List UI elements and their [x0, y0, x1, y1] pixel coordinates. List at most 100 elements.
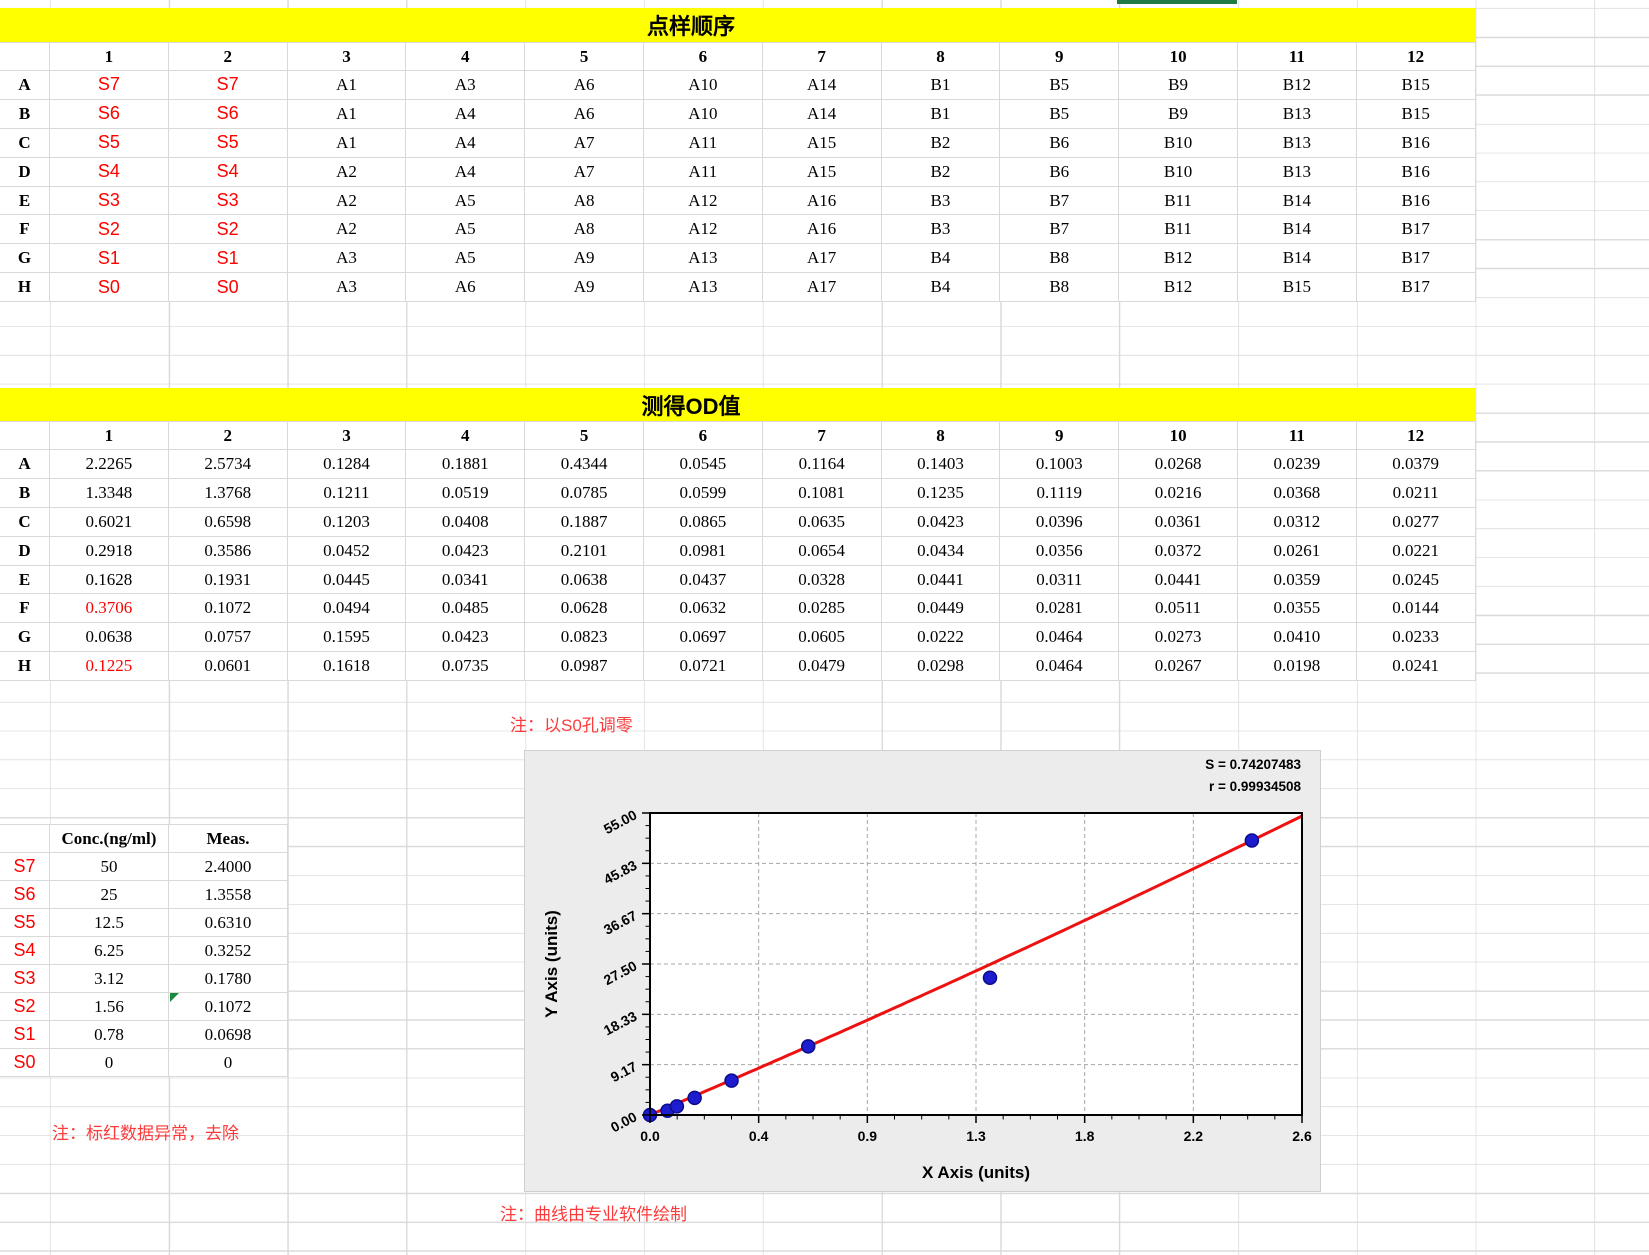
standard-meas-cell[interactable]: 0.1780 — [169, 965, 288, 993]
table-cell[interactable]: S1 — [168, 244, 288, 274]
table-cell[interactable]: 0.0441 — [881, 565, 1001, 595]
column-header[interactable]: 10 — [1119, 43, 1238, 71]
table-cell[interactable]: A1 — [287, 99, 407, 129]
table-cell[interactable]: A15 — [762, 157, 882, 187]
row-header[interactable]: G — [0, 244, 50, 274]
column-header[interactable]: 3 — [287, 422, 407, 450]
row-header[interactable]: H — [0, 273, 50, 303]
column-header[interactable]: 5 — [525, 43, 644, 71]
table-cell[interactable]: 0.0341 — [406, 565, 526, 595]
corner-cell[interactable] — [0, 422, 50, 450]
table-cell[interactable]: B16 — [1356, 128, 1476, 158]
table-cell[interactable]: A1 — [287, 128, 407, 158]
table-cell[interactable]: B2 — [881, 128, 1001, 158]
table-cell[interactable]: 0.0379 — [1356, 450, 1476, 479]
table-cell[interactable]: B4 — [881, 244, 1001, 274]
table-cell[interactable]: 0.0368 — [1237, 478, 1357, 508]
table-cell[interactable]: A1 — [287, 71, 407, 100]
table-cell[interactable]: B2 — [881, 157, 1001, 187]
table-cell[interactable]: 0.1628 — [50, 565, 169, 595]
table-cell[interactable]: B7 — [1000, 186, 1120, 216]
column-header[interactable]: 7 — [762, 43, 882, 71]
table-cell[interactable]: A3 — [287, 273, 407, 303]
table-cell[interactable]: 0.1003 — [1000, 450, 1120, 479]
table-cell[interactable]: 2.5734 — [168, 450, 288, 479]
table-cell[interactable]: 0.0635 — [762, 507, 882, 537]
row-header[interactable]: F — [0, 594, 50, 624]
standard-meas-cell[interactable]: 2.4000 — [169, 853, 288, 881]
table-cell[interactable]: B5 — [1000, 99, 1120, 129]
table-cell[interactable]: B15 — [1356, 71, 1476, 100]
table-cell[interactable]: 0.0735 — [406, 652, 526, 682]
standard-meas-cell[interactable]: 0.6310 — [169, 909, 288, 937]
table-cell[interactable]: 0.1887 — [525, 507, 644, 537]
table-cell[interactable]: 0.0485 — [406, 594, 526, 624]
table-cell[interactable]: 0.0372 — [1119, 536, 1238, 566]
table-cell[interactable]: A5 — [406, 244, 526, 274]
table-cell[interactable]: B13 — [1237, 99, 1357, 129]
column-header[interactable]: 8 — [881, 422, 1001, 450]
table-cell[interactable]: A6 — [525, 99, 644, 129]
table-cell[interactable]: A13 — [643, 273, 763, 303]
table-cell[interactable]: 1.3348 — [50, 478, 169, 508]
table-cell[interactable]: A14 — [762, 71, 882, 100]
table-cell[interactable]: 0.0464 — [1000, 623, 1120, 653]
table-cell[interactable]: A4 — [406, 99, 526, 129]
table-cell[interactable]: 0.1072 — [168, 594, 288, 624]
corner-cell[interactable] — [0, 825, 50, 853]
column-header[interactable]: 12 — [1356, 422, 1476, 450]
table-cell[interactable]: 0.0823 — [525, 623, 644, 653]
table-cell[interactable]: A7 — [525, 157, 644, 187]
table-cell[interactable]: S2 — [50, 215, 169, 245]
table-cell[interactable]: A11 — [643, 157, 763, 187]
standard-conc-cell[interactable]: 12.5 — [50, 909, 169, 937]
table-cell[interactable]: B14 — [1237, 244, 1357, 274]
table-cell[interactable]: S7 — [50, 71, 169, 100]
note-outlier[interactable]: 注：标红数据异常，去除 — [52, 1124, 239, 1143]
table-cell[interactable]: 1.3768 — [168, 478, 288, 508]
table-cell[interactable]: 0.0281 — [1000, 594, 1120, 624]
table-cell[interactable]: A11 — [643, 128, 763, 158]
table-cell[interactable]: A12 — [643, 186, 763, 216]
table-cell[interactable]: 0.0757 — [168, 623, 288, 653]
table-cell[interactable]: B15 — [1356, 99, 1476, 129]
table-cell[interactable]: 2.2265 — [50, 450, 169, 479]
table-cell[interactable]: 0.0601 — [168, 652, 288, 682]
table-cell[interactable]: S0 — [50, 273, 169, 303]
table-cell[interactable]: 0.0211 — [1356, 478, 1476, 508]
table-cell[interactable]: A16 — [762, 215, 882, 245]
table-cell[interactable]: 0.0434 — [881, 536, 1001, 566]
table-cell[interactable]: B13 — [1237, 128, 1357, 158]
table-cell[interactable]: A2 — [287, 186, 407, 216]
standard-conc-cell[interactable]: 6.25 — [50, 937, 169, 965]
table-cell[interactable]: 0.0239 — [1237, 450, 1357, 479]
table-cell[interactable]: 0.0423 — [406, 623, 526, 653]
table-cell[interactable]: 0.0545 — [643, 450, 763, 479]
table-cell[interactable]: 0.0464 — [1000, 652, 1120, 682]
row-header[interactable]: A — [0, 71, 50, 100]
table-cell[interactable]: 0.0361 — [1119, 507, 1238, 537]
table-cell[interactable]: A8 — [525, 215, 644, 245]
table-cell[interactable]: 0.0268 — [1119, 450, 1238, 479]
table-cell[interactable]: 0.0519 — [406, 478, 526, 508]
table-cell[interactable]: B17 — [1356, 273, 1476, 303]
table-cell[interactable]: A15 — [762, 128, 882, 158]
table-cell[interactable]: B10 — [1119, 128, 1238, 158]
table-cell[interactable]: B15 — [1237, 273, 1357, 303]
note-software[interactable]: 注：曲线由专业软件绘制 — [500, 1205, 687, 1224]
table-cell[interactable]: 0.0298 — [881, 652, 1001, 682]
table-cell[interactable]: 0.0654 — [762, 536, 882, 566]
table-cell[interactable]: 0.0479 — [762, 652, 882, 682]
table-cell[interactable]: 0.1931 — [168, 565, 288, 595]
column-header[interactable]: 1 — [50, 422, 169, 450]
table-cell[interactable]: 0.0638 — [525, 565, 644, 595]
od-table-title[interactable]: 测得OD值 — [0, 388, 1476, 421]
standard-label[interactable]: S1 — [0, 1021, 50, 1049]
table-cell[interactable]: 0.1203 — [287, 507, 407, 537]
column-header[interactable]: 4 — [406, 422, 526, 450]
table-cell[interactable]: A9 — [525, 273, 644, 303]
table-cell[interactable]: B1 — [881, 71, 1001, 100]
standard-conc-cell[interactable]: 50 — [50, 853, 169, 881]
corner-cell[interactable] — [0, 43, 50, 71]
column-header[interactable]: 8 — [881, 43, 1001, 71]
